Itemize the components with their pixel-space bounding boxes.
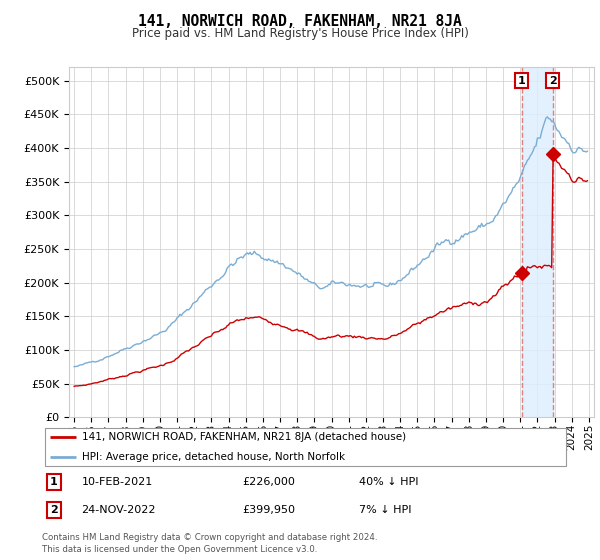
- Text: £226,000: £226,000: [242, 477, 296, 487]
- Text: 2: 2: [50, 505, 58, 515]
- Text: 7% ↓ HPI: 7% ↓ HPI: [359, 505, 412, 515]
- Text: £399,950: £399,950: [242, 505, 296, 515]
- Text: 10-FEB-2021: 10-FEB-2021: [82, 477, 153, 487]
- Bar: [521, 67, 553, 417]
- Text: 2: 2: [549, 76, 557, 86]
- Text: Contains HM Land Registry data © Crown copyright and database right 2024.
This d: Contains HM Land Registry data © Crown c…: [42, 533, 377, 554]
- Text: 141, NORWICH ROAD, FAKENHAM, NR21 8JA (detached house): 141, NORWICH ROAD, FAKENHAM, NR21 8JA (d…: [82, 432, 406, 442]
- Text: HPI: Average price, detached house, North Norfolk: HPI: Average price, detached house, Nort…: [82, 452, 345, 462]
- Text: 1: 1: [518, 76, 526, 86]
- Text: 40% ↓ HPI: 40% ↓ HPI: [359, 477, 418, 487]
- Text: 24-NOV-2022: 24-NOV-2022: [82, 505, 156, 515]
- FancyBboxPatch shape: [44, 428, 566, 465]
- Text: 141, NORWICH ROAD, FAKENHAM, NR21 8JA: 141, NORWICH ROAD, FAKENHAM, NR21 8JA: [138, 14, 462, 29]
- Text: Price paid vs. HM Land Registry's House Price Index (HPI): Price paid vs. HM Land Registry's House …: [131, 27, 469, 40]
- Text: 1: 1: [50, 477, 58, 487]
